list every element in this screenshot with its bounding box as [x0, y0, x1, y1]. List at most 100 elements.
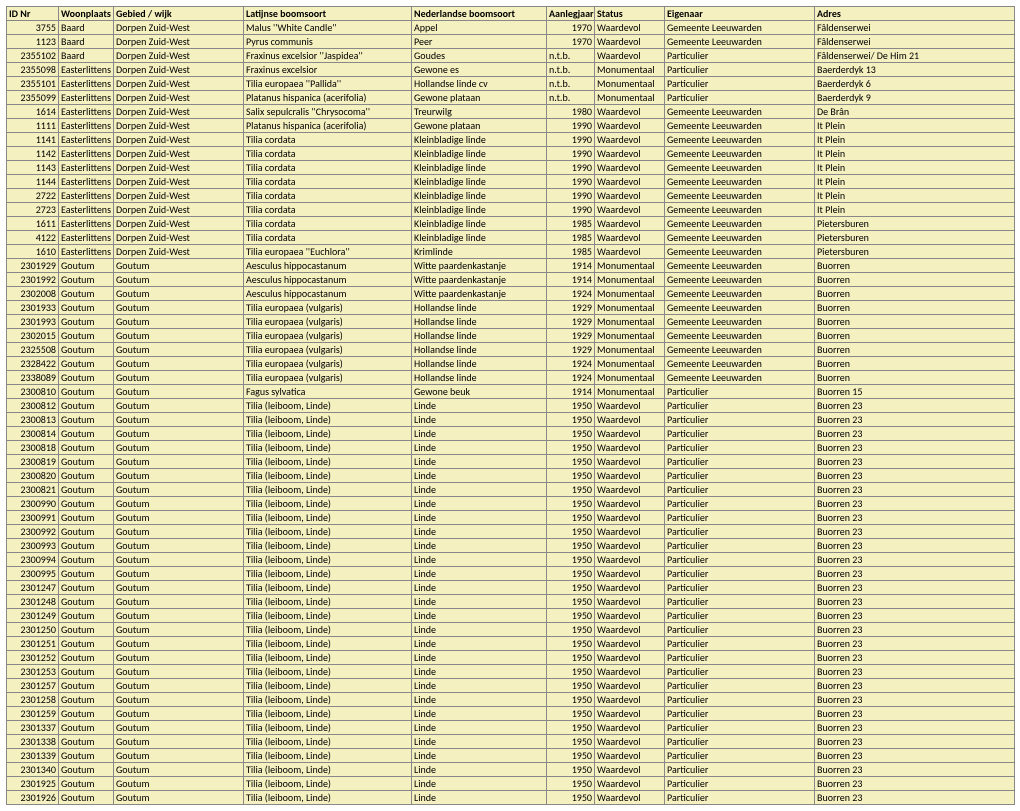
table-cell: Goutum: [59, 315, 114, 329]
table-cell: 2325508: [7, 343, 59, 357]
table-cell: Easterlittens: [59, 105, 114, 119]
column-header: Latijnse boomsoort: [244, 7, 412, 21]
table-cell: Pietersburen: [815, 245, 1015, 259]
table-cell: Particulier: [665, 595, 815, 609]
table-cell: Easterlittens: [59, 217, 114, 231]
table-cell: Linde: [412, 721, 547, 735]
table-header: ID NrWoonplaatsGebied / wijkLatijnse boo…: [7, 7, 1015, 21]
table-cell: Krimlinde: [412, 245, 547, 259]
table-cell: Goutum: [59, 385, 114, 399]
table-cell: Buorren 23: [815, 553, 1015, 567]
table-row: 2301340GoutumGoutumTilia (leiboom, Linde…: [7, 763, 1015, 777]
table-cell: Linde: [412, 707, 547, 721]
table-cell: Gemeente Leeuwarden: [665, 231, 815, 245]
table-cell: 1950: [547, 595, 595, 609]
table-cell: 2301339: [7, 749, 59, 763]
table-cell: Buorren 23: [815, 749, 1015, 763]
table-row: 2300820GoutumGoutumTilia (leiboom, Linde…: [7, 469, 1015, 483]
table-cell: Goutum: [114, 749, 244, 763]
table-cell: 1950: [547, 441, 595, 455]
table-cell: Buorren: [815, 315, 1015, 329]
table-cell: Goutum: [59, 707, 114, 721]
table-cell: Monumentaal: [595, 343, 665, 357]
table-cell: 2301337: [7, 721, 59, 735]
table-cell: 2355102: [7, 49, 59, 63]
table-cell: Linde: [412, 791, 547, 805]
table-row: 1610EasterlittensDorpen Zuid-WestTilia e…: [7, 245, 1015, 259]
table-cell: Buorren 23: [815, 497, 1015, 511]
table-cell: Goutum: [114, 609, 244, 623]
table-cell: 2723: [7, 203, 59, 217]
table-cell: Easterlittens: [59, 147, 114, 161]
table-cell: Linde: [412, 735, 547, 749]
table-cell: Monumentaal: [595, 357, 665, 371]
table-row: 2300991GoutumGoutumTilia (leiboom, Linde…: [7, 511, 1015, 525]
table-cell: 1990: [547, 147, 595, 161]
table-cell: Waardevol: [595, 763, 665, 777]
table-cell: Goutum: [114, 399, 244, 413]
table-cell: Particulier: [665, 707, 815, 721]
table-cell: Gemeente Leeuwarden: [665, 21, 815, 35]
table-cell: It Plein: [815, 203, 1015, 217]
table-cell: Tilia (leiboom, Linde): [244, 623, 412, 637]
table-cell: Gewone beuk: [412, 385, 547, 399]
table-cell: Tilia (leiboom, Linde): [244, 553, 412, 567]
table-row: 2301257GoutumGoutumTilia (leiboom, Linde…: [7, 679, 1015, 693]
table-row: 2301929GoutumGoutumAesculus hippocastanu…: [7, 259, 1015, 273]
table-cell: Peer: [412, 35, 547, 49]
table-cell: 1950: [547, 693, 595, 707]
table-cell: Tilia cordata: [244, 175, 412, 189]
table-cell: Goutum: [114, 721, 244, 735]
table-cell: Pietersburen: [815, 231, 1015, 245]
table-row: 2355101EasterlittensDorpen Zuid-WestTili…: [7, 77, 1015, 91]
table-cell: Monumentaal: [595, 371, 665, 385]
table-cell: Particulier: [665, 511, 815, 525]
table-cell: Goutum: [114, 567, 244, 581]
table-cell: Waardevol: [595, 427, 665, 441]
table-cell: 2300820: [7, 469, 59, 483]
table-cell: Buorren 23: [815, 413, 1015, 427]
table-cell: 1141: [7, 133, 59, 147]
table-cell: Goutum: [59, 609, 114, 623]
table-cell: Appel: [412, 21, 547, 35]
table-cell: Particulier: [665, 63, 815, 77]
table-cell: 1950: [547, 497, 595, 511]
table-cell: Goutum: [59, 441, 114, 455]
table-cell: 2301247: [7, 581, 59, 595]
table-cell: Linde: [412, 595, 547, 609]
table-cell: Particulier: [665, 763, 815, 777]
table-cell: Witte paardenkastanje: [412, 287, 547, 301]
table-cell: Waardevol: [595, 203, 665, 217]
table-cell: Goutum: [114, 343, 244, 357]
table-cell: Tilia (leiboom, Linde): [244, 483, 412, 497]
table-cell: Monumentaal: [595, 301, 665, 315]
column-header: Adres: [815, 7, 1015, 21]
table-cell: Waardevol: [595, 791, 665, 805]
table-cell: Particulier: [665, 497, 815, 511]
table-row: 2301925GoutumGoutumTilia (leiboom, Linde…: [7, 777, 1015, 791]
table-cell: Monumentaal: [595, 77, 665, 91]
table-cell: Waardevol: [595, 161, 665, 175]
table-cell: Waardevol: [595, 413, 665, 427]
table-cell: 1929: [547, 343, 595, 357]
table-row: 2301253GoutumGoutumTilia (leiboom, Linde…: [7, 665, 1015, 679]
table-cell: Gemeente Leeuwarden: [665, 175, 815, 189]
table-cell: Goudes: [412, 49, 547, 63]
table-cell: Waardevol: [595, 399, 665, 413]
table-cell: Goutum: [114, 791, 244, 805]
table-cell: 2301251: [7, 637, 59, 651]
table-cell: Goutum: [59, 777, 114, 791]
table-cell: Waardevol: [595, 637, 665, 651]
table-cell: Goutum: [114, 651, 244, 665]
table-row: 1611EasterlittensDorpen Zuid-WestTilia c…: [7, 217, 1015, 231]
table-cell: Fraxinus excelsior ''Jaspidea'': [244, 49, 412, 63]
table-cell: Goutum: [59, 483, 114, 497]
table-cell: Tilia (leiboom, Linde): [244, 455, 412, 469]
table-cell: Gemeente Leeuwarden: [665, 329, 815, 343]
table-cell: Aesculus hippocastanum: [244, 287, 412, 301]
table-cell: Buorren: [815, 301, 1015, 315]
table-cell: Kleinbladige linde: [412, 189, 547, 203]
table-cell: Waardevol: [595, 441, 665, 455]
column-header: Eigenaar: [665, 7, 815, 21]
table-cell: Fâldenserwei: [815, 35, 1015, 49]
